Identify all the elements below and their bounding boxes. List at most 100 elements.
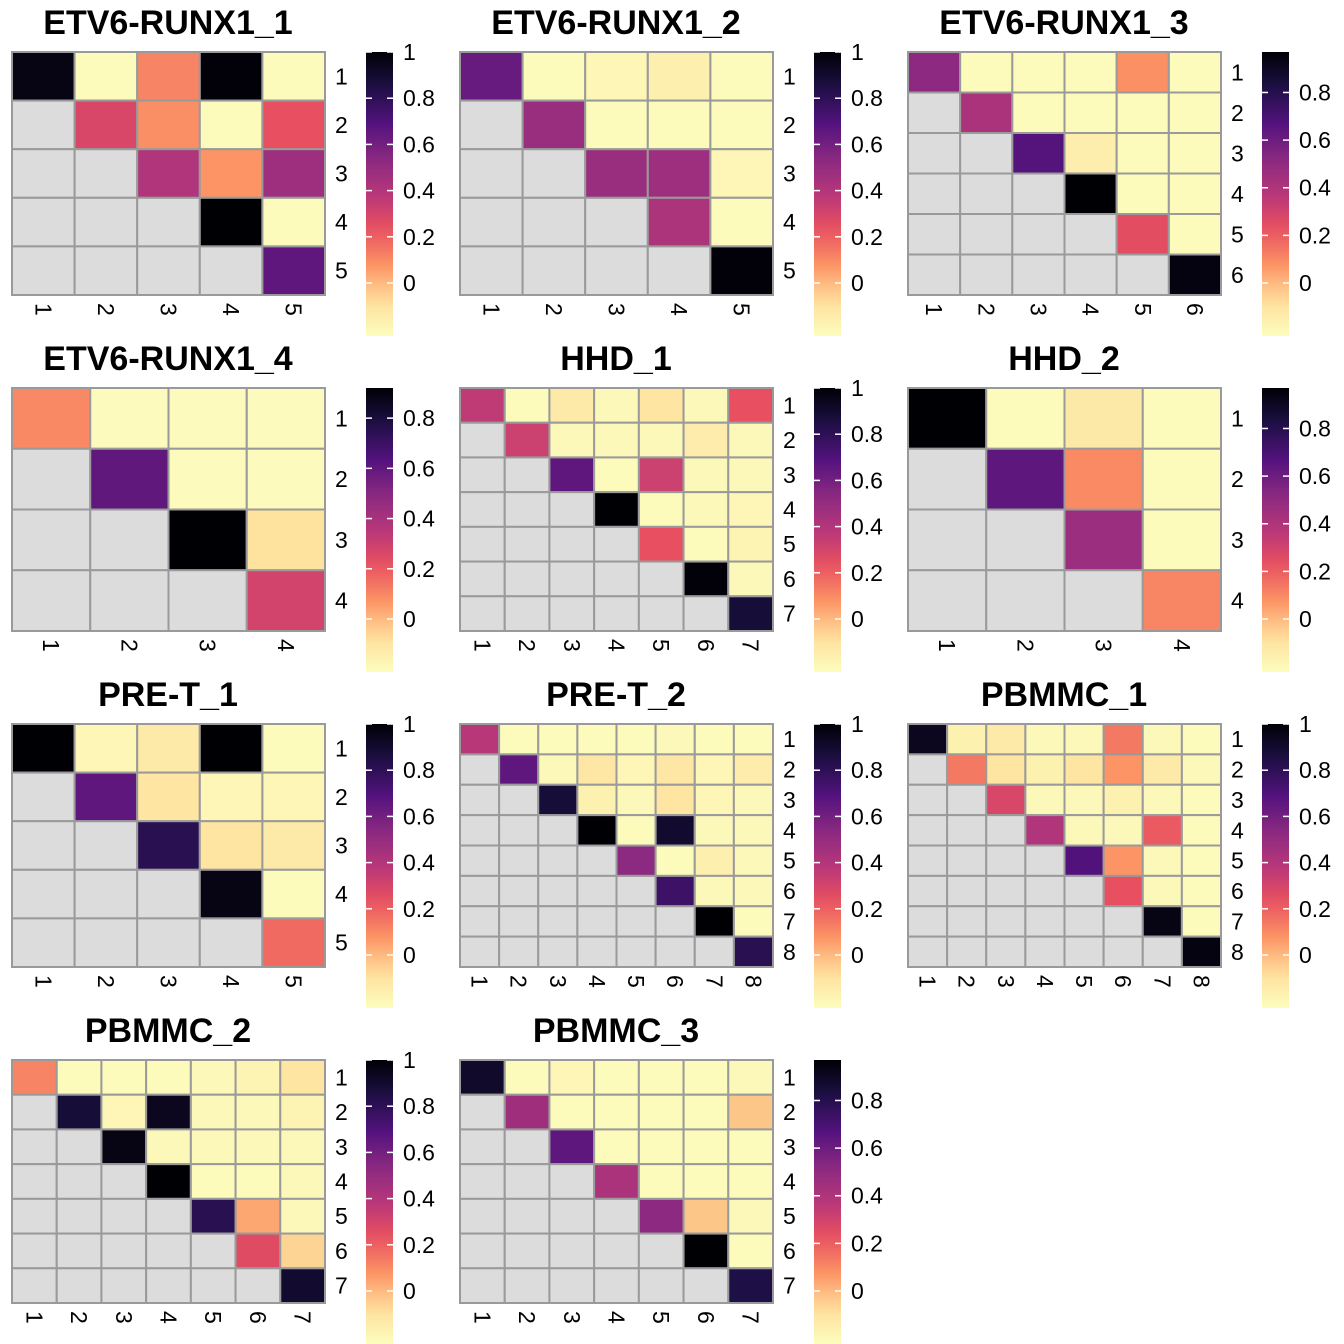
heatmap-cell <box>1024 723 1066 756</box>
colorbar-tick-label: 0.6 <box>403 455 435 481</box>
heatmap-cell <box>261 820 326 871</box>
row-label: 3 <box>783 787 796 813</box>
column-label: 3 <box>993 975 1019 988</box>
row-label: 1 <box>1231 405 1244 431</box>
heatmap-svg: PBMMC_2 1 2 3 4 5 6 7 1 2 3 4 5 6 7 0 0.2 0.4 0.6 0.8 1 <box>11 1012 435 1344</box>
row-label: 5 <box>783 1203 796 1229</box>
heatmap-cell <box>261 868 326 920</box>
heatmap-cell <box>946 874 988 908</box>
heatmap-cell <box>537 905 579 938</box>
heatmap-cell <box>593 1267 640 1304</box>
heatmap-cell <box>11 447 92 511</box>
heatmap-svg: HHD_2 1 2 3 4 1 2 3 4 0 0.2 0.4 0.6 0.8 <box>907 340 1331 672</box>
column-label: 2 <box>514 1311 540 1324</box>
heatmap-cell <box>459 196 524 248</box>
row-label: 3 <box>1231 140 1244 166</box>
heatmap-cell <box>637 387 685 424</box>
row-label: 7 <box>335 1273 348 1299</box>
heatmap-cell <box>1024 814 1066 847</box>
colorbar-tick-label: 0.4 <box>403 1186 435 1212</box>
heatmap-cell <box>100 1267 148 1304</box>
heatmap-cell <box>73 820 139 871</box>
heatmap-cell <box>55 1093 103 1131</box>
row-label: 1 <box>1231 59 1244 85</box>
heatmap-cell <box>637 491 685 528</box>
heatmap-cell <box>593 595 640 632</box>
heatmap-cell <box>73 245 139 296</box>
heatmap-cell <box>537 753 579 786</box>
heatmap-cell <box>11 51 76 102</box>
heatmap-cell <box>1115 91 1170 134</box>
column-label: 6 <box>1182 303 1208 316</box>
heatmap-cell <box>959 172 1014 215</box>
heatmap-cell <box>1141 905 1183 938</box>
heatmap-cell <box>498 935 540 968</box>
heatmap-cell <box>1024 844 1066 877</box>
heatmap-cell <box>615 874 657 908</box>
heatmap-cell <box>1063 723 1105 756</box>
heatmap-cell <box>907 569 988 632</box>
column-label: 2 <box>93 975 119 988</box>
column-label: 2 <box>93 303 119 316</box>
column-label: 2 <box>514 639 540 652</box>
column-label: 1 <box>38 639 64 652</box>
heatmap-cell <box>145 1267 192 1304</box>
heatmap-cell <box>907 874 949 908</box>
heatmap-cell <box>55 1128 103 1166</box>
heatmap-cell <box>548 595 596 632</box>
heatmap-cell <box>727 560 774 598</box>
heatmap-cell <box>907 387 988 450</box>
colorbar-tick-label: 0 <box>851 606 864 632</box>
heatmap-cell <box>261 917 326 968</box>
heatmap-cell <box>727 595 774 632</box>
heatmap-cell <box>234 1093 282 1131</box>
column-label: 5 <box>1130 303 1156 316</box>
heatmap-cell <box>946 844 988 877</box>
heatmap-cell <box>279 1267 326 1304</box>
heatmap-cell <box>145 1163 192 1200</box>
heatmap-cell <box>73 148 139 199</box>
row-label: 5 <box>1231 848 1244 874</box>
heatmap-cell <box>727 1059 774 1096</box>
column-label: 1 <box>469 1311 495 1324</box>
column-label: 2 <box>116 639 142 652</box>
row-label: 8 <box>1231 939 1244 965</box>
heatmap-cell <box>593 1128 640 1166</box>
heatmap-panel: ETV6-RUNX1_4 1 2 3 4 1 2 3 4 0 0.2 0.4 0.6 0.8 <box>0 336 448 672</box>
colorbar-tick-label: 0.6 <box>1299 803 1331 829</box>
heatmap-cell <box>593 491 640 528</box>
row-label: 6 <box>1231 262 1244 288</box>
heatmap-cell <box>693 874 735 908</box>
heatmap-cell <box>576 783 618 817</box>
heatmap-cell <box>261 723 326 774</box>
heatmap-cell <box>100 1232 148 1270</box>
colorbar-tick-label: 0.8 <box>403 85 435 111</box>
heatmap-cell <box>459 148 524 199</box>
heatmap-cell <box>593 1093 640 1131</box>
column-label: 3 <box>195 639 221 652</box>
heatmap-cell <box>732 905 774 938</box>
heatmap-cell <box>576 844 618 877</box>
heatmap-cell <box>11 196 76 248</box>
heatmap-cell <box>459 1059 506 1096</box>
row-label: 6 <box>783 878 796 904</box>
colorbar-tick-label: 0 <box>403 1278 416 1304</box>
heatmap-cell <box>498 753 540 786</box>
heatmap-cell <box>959 51 1014 94</box>
row-label: 6 <box>1231 878 1244 904</box>
colorbar-tick-label: 0.8 <box>403 405 435 431</box>
colorbar-tick-label: 0.4 <box>1299 850 1331 876</box>
heatmap-cell <box>1141 447 1222 511</box>
heatmap-cell <box>459 783 501 817</box>
heatmap-cell <box>261 99 326 151</box>
heatmap-cell <box>498 783 540 817</box>
heatmap-cell <box>709 245 774 296</box>
column-label: 1 <box>30 303 56 316</box>
heatmap-cell <box>727 1232 774 1270</box>
row-label: 3 <box>335 527 348 553</box>
heatmap-cell <box>727 1128 774 1166</box>
heatmap-cell <box>279 1232 326 1270</box>
colorbar <box>814 388 841 672</box>
row-label: 6 <box>783 1238 796 1264</box>
heatmap-cell <box>682 1128 730 1166</box>
